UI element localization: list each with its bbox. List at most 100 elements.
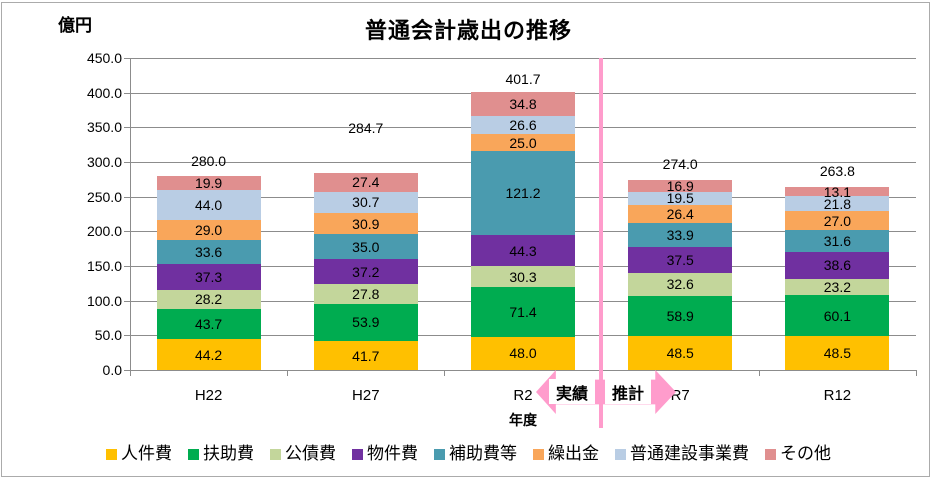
bar-segment: 41.7 <box>313 341 418 370</box>
legend-swatch-icon <box>434 448 445 460</box>
y-axis-line <box>130 58 131 371</box>
bar-segment: 58.9 <box>628 295 733 337</box>
total-value-label: 274.0 <box>662 155 698 172</box>
segment-value-label: 37.5 <box>666 251 694 268</box>
segment-value-label: 44.2 <box>194 346 223 363</box>
bar-segment: 19.5 <box>628 190 733 207</box>
segment-value-label: 27.0 <box>823 212 852 229</box>
segment-value-label: 35.0 <box>352 238 380 255</box>
y-axis-tick <box>124 266 130 267</box>
segment-value-label: 44.3 <box>509 242 537 259</box>
y-tick-label: 50.0 <box>94 327 122 343</box>
segment-value-label: 23.2 <box>823 278 852 295</box>
x-axis-tick <box>444 370 445 376</box>
segment-value-label: 71.4 <box>509 303 537 320</box>
bar-segment: 13.1 <box>785 185 890 199</box>
segment-value-label: 30.9 <box>352 215 380 232</box>
legend-item: その他 <box>765 444 831 464</box>
y-axis-unit-label: 億円 <box>58 16 92 35</box>
segment-value-label: 53.9 <box>352 314 380 331</box>
category-label: H22 <box>194 387 223 404</box>
segment-value-label: 30.3 <box>509 268 537 285</box>
y-axis-tick <box>124 93 130 94</box>
segment-value-label: 48.5 <box>666 345 694 362</box>
bar-segment: 30.3 <box>471 266 575 288</box>
x-axis-tick <box>287 370 288 376</box>
category-label: H27 <box>352 387 380 404</box>
segment-value-label: 21.8 <box>823 195 852 212</box>
legend-swatch-icon <box>352 448 363 460</box>
segment-value-label: 38.6 <box>823 257 852 274</box>
legend-swatch-icon <box>270 448 281 460</box>
y-tick-label: 0.0 <box>102 362 122 378</box>
bar-segment: 19.9 <box>156 174 261 191</box>
total-value-label: 263.8 <box>819 163 855 180</box>
segment-value-label: 19.5 <box>666 190 694 207</box>
bar-segment: 32.6 <box>628 272 733 296</box>
legend-item: 公債費 <box>270 444 336 464</box>
legend-swatch-icon <box>615 448 626 460</box>
y-tick-label: 250.0 <box>86 189 122 205</box>
bar-segment: 48.0 <box>471 336 575 370</box>
segment-value-label: 43.7 <box>194 316 223 333</box>
bar-segment: 31.6 <box>785 229 890 252</box>
segment-value-label: 28.2 <box>194 291 223 308</box>
segment-value-label: 33.9 <box>666 227 694 244</box>
y-axis-tick <box>124 335 130 336</box>
legend-item: 補助費等 <box>434 444 517 464</box>
legend-label: 繰出金 <box>548 444 599 463</box>
bar-segment: 26.4 <box>628 205 733 224</box>
x-axis-title: 年度 <box>509 412 537 428</box>
segment-value-label: 26.6 <box>509 116 537 133</box>
forecast-annotation-label: 推計 <box>605 379 651 404</box>
legend: 人件費 扶助費 公債費 物件費 補助費等 繰出金 普通建設事業費 その他 <box>0 443 937 465</box>
bar-segment: 30.7 <box>313 191 418 213</box>
legend-item: 扶助費 <box>188 444 254 464</box>
bar-segment: 48.5 <box>785 336 890 370</box>
legend-label: 人件費 <box>121 444 172 463</box>
segment-value-label: 19.9 <box>194 174 223 191</box>
legend-swatch-icon <box>533 448 544 460</box>
total-value-label: 284.7 <box>348 119 384 136</box>
legend-label: 普通建設事業費 <box>630 444 749 463</box>
bar-segment: 34.8 <box>471 91 575 116</box>
bar-segment: 38.6 <box>785 251 890 279</box>
bar-segment: 35.0 <box>313 234 418 259</box>
segment-value-label: 26.4 <box>666 206 694 223</box>
legend-swatch-icon <box>106 448 117 460</box>
legend-label: 扶助費 <box>203 444 254 463</box>
legend-item: 普通建設事業費 <box>615 444 749 464</box>
bar-segment: 43.7 <box>156 309 261 340</box>
bar-segment: 48.5 <box>628 336 733 370</box>
legend-swatch-icon <box>188 448 199 460</box>
bar-segment: 60.1 <box>785 294 890 337</box>
bar-segment: 27.0 <box>785 211 890 230</box>
bar-segment: 26.6 <box>471 115 575 135</box>
y-tick-label: 300.0 <box>86 154 122 170</box>
bar-segment: 37.2 <box>313 258 418 285</box>
y-tick-label: 200.0 <box>86 223 122 239</box>
segment-value-label: 16.9 <box>666 177 694 194</box>
bar-segment: 27.4 <box>313 172 418 192</box>
segment-value-label: 48.0 <box>509 345 537 362</box>
y-tick-label: 150.0 <box>86 258 122 274</box>
bar-segment: 44.0 <box>156 189 261 221</box>
segment-value-label: 41.7 <box>352 347 380 364</box>
total-value-label: 280.0 <box>191 152 227 169</box>
segment-value-label: 32.6 <box>666 276 694 293</box>
legend-label: 補助費等 <box>449 444 517 463</box>
y-tick-label: 350.0 <box>86 119 122 135</box>
segment-value-label: 25.0 <box>509 134 537 151</box>
y-tick-label: 400.0 <box>86 85 122 101</box>
segment-value-label: 37.2 <box>352 263 380 280</box>
y-axis-tick <box>124 370 130 371</box>
segment-value-label: 34.8 <box>509 95 537 112</box>
segment-value-label: 48.5 <box>823 345 852 362</box>
bar-segment: 71.4 <box>471 287 575 337</box>
y-axis-tick <box>124 197 130 198</box>
category-label: R2 <box>513 387 533 404</box>
bar-segment: 27.8 <box>313 284 418 304</box>
segment-value-label: 30.7 <box>352 194 380 211</box>
segment-value-label: 37.3 <box>194 268 223 285</box>
